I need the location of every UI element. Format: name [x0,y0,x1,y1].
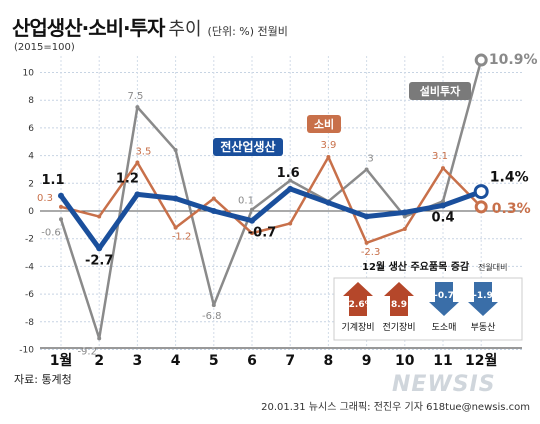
y-tick-label: -6 [25,290,34,300]
inset-label: 도소매 [432,322,457,333]
data-point [134,191,140,197]
y-tick-label: 4 [28,152,34,162]
credit-line: 20.01.31 뉴시스 그래픽: 전진우 기자 618tue@newsis.c… [261,398,530,413]
data-point [97,336,101,340]
data-point [212,303,216,307]
inset-label: 기계장비 [341,321,374,333]
data-label: -0.6 [41,227,61,238]
x-tick-label: 3 [133,353,143,369]
data-point [174,148,178,152]
data-label: 1.6 [277,166,300,181]
data-point [212,197,216,201]
data-label: -1.2 [172,232,192,243]
data-point [403,227,407,231]
inset-value: -0.7 [434,291,454,301]
series-end-marker [475,186,487,198]
data-label: 3.9 [320,140,336,151]
data-point [135,105,139,109]
data-point [440,202,446,208]
x-tick-label: 5 [209,353,219,369]
data-label: 3 [367,153,373,164]
data-label: -6.8 [202,311,222,322]
data-label: -0.7 [248,226,276,241]
data-point [326,155,330,159]
data-point [365,167,369,171]
series-name-label: 전산업생산 [220,139,275,154]
inset-value: -1.9 [473,291,493,301]
title-main: 산업생산·소비·투자 [12,16,164,40]
data-point [287,186,293,192]
x-tick-label: 7 [285,353,295,369]
inset-label: 전기장비 [382,322,415,333]
inset-title: 12월 생산 주요품목 증감 [362,260,470,273]
chart-title: 산업생산·소비·투자 추이 (단위: %) 전월비 [12,12,288,41]
data-label: 10.9% [489,52,538,68]
y-tick-label: -4 [25,262,34,272]
y-tick-label: 0 [28,207,34,217]
x-tick-label: 9 [362,353,372,369]
data-point [250,208,254,212]
title-suffix: 추이 [168,19,201,40]
inset-value: 12.6% [342,300,373,310]
series-end-marker [476,55,486,65]
data-point [365,241,369,245]
data-label: 1.2 [116,171,139,186]
y-tick-label: 6 [28,124,34,134]
y-tick-label: -2 [25,235,34,245]
y-tick-label: -10 [19,346,34,356]
data-point [364,214,370,220]
data-point [173,196,179,202]
series-end-marker [476,202,486,212]
data-point [174,226,178,230]
data-label: 1.4% [490,170,529,186]
data-label: 7.5 [127,91,143,102]
unit-label: (단위: %) 전월비 [208,25,288,38]
data-point [59,217,63,221]
data-label: 0.3 [37,193,53,204]
data-point [96,245,102,251]
y-tick-label: 8 [28,96,34,106]
x-tick-label: 10 [395,353,415,369]
data-point [211,208,217,214]
y-tick-label: 2 [28,179,34,189]
data-label: -2.7 [85,253,113,268]
data-point [249,218,255,224]
x-tick-label: 11 [433,353,452,369]
data-label: -9.2 [77,346,97,357]
inset-value: 8.9 [391,300,407,310]
data-point [58,193,64,199]
data-point [135,161,139,165]
inset-unit: 전월대비 [478,262,507,272]
inset-label: 부동산 [471,322,496,333]
data-point [288,221,292,225]
x-tick-label: 8 [324,353,334,369]
data-label: 1.1 [41,173,64,188]
data-point [441,166,445,170]
base-year-label: (2015=100) [14,42,75,53]
x-tick-label: 4 [171,353,181,369]
source-label: 자료: 통계청 [14,371,72,387]
data-label: 0.4 [431,210,454,225]
data-label: 0.3% [492,201,531,217]
data-point [97,215,101,219]
x-tick-label: 1월 [50,352,73,369]
data-point [59,205,63,209]
series-name-label: 소비 [314,117,334,131]
watermark: NEWSIS [392,372,496,397]
y-tick-label: -8 [25,318,34,328]
data-label: 3.1 [432,151,448,162]
x-tick-label: 6 [247,353,257,369]
series-name-label: 설비투자 [420,84,461,98]
data-label: 3.5 [135,147,151,158]
x-tick-label: 12월 [465,352,497,369]
data-label: 0.1 [238,196,254,207]
data-point [325,200,331,206]
data-point [402,209,408,215]
data-label: -2.3 [361,247,381,258]
y-tick-label: 10 [23,69,35,79]
